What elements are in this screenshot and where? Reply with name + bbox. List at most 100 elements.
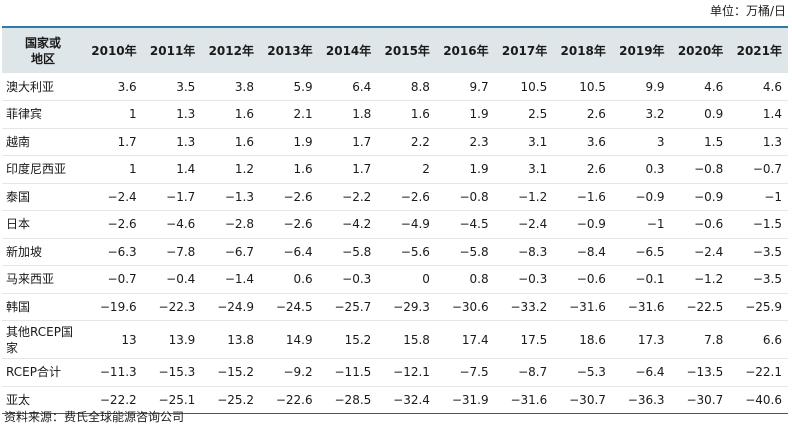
table-row: 印度尼西亚 1 1.4 1.2 1.6 1.7 2 1.9 3.1 2.6 0.3 −0.8 −0.7 bbox=[2, 155, 788, 184]
table-cell: −31.9 bbox=[435, 386, 495, 414]
table-cell: −8.7 bbox=[494, 358, 554, 387]
table-cell: −0.4 bbox=[142, 265, 202, 294]
table-cell: 1.9 bbox=[259, 128, 319, 156]
table-cell: 14.9 bbox=[259, 320, 319, 359]
table-cell: 3.6 bbox=[553, 128, 612, 156]
table-cell: −11.3 bbox=[84, 358, 143, 387]
table-cell: 17.4 bbox=[435, 320, 495, 359]
table-cell: −0.1 bbox=[611, 265, 671, 294]
table-cell: 3.6 bbox=[84, 73, 143, 101]
table-cell: −2.6 bbox=[377, 183, 436, 211]
row-name: 越南 bbox=[2, 128, 84, 156]
header-year: 2019年 bbox=[611, 26, 671, 73]
table-cell: −1.6 bbox=[553, 183, 612, 211]
table-body: 澳大利亚 3.6 3.5 3.8 5.9 6.4 8.8 9.7 10.5 10.5 9.9 4.6 4… bbox=[2, 73, 788, 414]
table-cell: −1.2 bbox=[494, 183, 554, 211]
header-year: 2021年 bbox=[729, 26, 788, 73]
table-cell: 9.9 bbox=[611, 73, 671, 101]
table-cell: 15.8 bbox=[377, 320, 436, 359]
table-cell: −6.5 bbox=[611, 238, 671, 266]
table-cell: −22.1 bbox=[729, 358, 788, 387]
table-cell: −1.4 bbox=[201, 265, 260, 294]
table-cell: −0.9 bbox=[553, 210, 612, 239]
table-cell: −30.7 bbox=[670, 386, 730, 414]
table-cell: −2.6 bbox=[84, 210, 143, 239]
table-cell: −0.6 bbox=[553, 265, 612, 294]
table-row: 韩国 −19.6 −22.3 −24.9 −24.5 −25.7 −29.3 −30.6 −33… bbox=[2, 293, 788, 321]
table-cell: −19.6 bbox=[84, 293, 143, 321]
table-cell: −25.7 bbox=[318, 293, 378, 321]
table-cell: 1.8 bbox=[318, 100, 378, 129]
table-cell: −4.5 bbox=[435, 210, 495, 239]
header-row: 国家或 地区 2010年 2011年 2012年 2013年 2014年 2015年 2016… bbox=[2, 26, 788, 73]
table-cell: −30.6 bbox=[435, 293, 495, 321]
table-cell: −13.5 bbox=[670, 358, 730, 387]
table-cell: −29.3 bbox=[377, 293, 436, 321]
table-cell: −6.7 bbox=[201, 238, 260, 266]
table-cell: 2.3 bbox=[435, 128, 495, 156]
table-cell: 1.9 bbox=[435, 100, 495, 129]
table-cell: −22.2 bbox=[84, 386, 143, 414]
table-cell: −25.1 bbox=[142, 386, 202, 414]
table-cell: 1.6 bbox=[201, 128, 260, 156]
table-cell: −25.9 bbox=[729, 293, 788, 321]
table-cell: 0.3 bbox=[611, 155, 671, 184]
table-cell: 10.5 bbox=[553, 73, 612, 101]
header-year: 2015年 bbox=[377, 26, 436, 73]
table-row: 越南 1.7 1.3 1.6 1.9 1.7 2.2 2.3 3.1 3.6 3 1.5 1.3 bbox=[2, 128, 788, 156]
table-cell: −24.9 bbox=[201, 293, 260, 321]
table-cell: 17.5 bbox=[494, 320, 554, 359]
table-cell: −6.4 bbox=[611, 358, 671, 387]
table-cell: −2.4 bbox=[84, 183, 143, 211]
table-cell: −1.5 bbox=[729, 210, 788, 239]
table-cell: 1.5 bbox=[670, 128, 730, 156]
table-cell: 6.4 bbox=[318, 73, 378, 101]
table-cell: 1.6 bbox=[259, 155, 319, 184]
table-cell: −4.2 bbox=[318, 210, 378, 239]
table-cell: 1.3 bbox=[142, 128, 202, 156]
table-cell: −5.8 bbox=[318, 238, 378, 266]
table-cell: −31.6 bbox=[553, 293, 612, 321]
header-year: 2014年 bbox=[318, 26, 378, 73]
table-cell: −33.2 bbox=[494, 293, 554, 321]
table-cell: −3.5 bbox=[729, 238, 788, 266]
table-cell: −12.1 bbox=[377, 358, 436, 387]
table-cell: 5.9 bbox=[259, 73, 319, 101]
table-cell: 10.5 bbox=[494, 73, 554, 101]
table-cell: −4.6 bbox=[142, 210, 202, 239]
table-cell: 1.4 bbox=[142, 155, 202, 184]
table-cell: 2.6 bbox=[553, 100, 612, 129]
table-row: RCEP合计 −11.3 −15.3 −15.2 −9.2 −11.5 −12.1 −7.5−… bbox=[2, 358, 788, 387]
table-cell: −1.2 bbox=[670, 265, 730, 294]
row-name: 泰国 bbox=[2, 183, 84, 211]
table-cell: −22.5 bbox=[670, 293, 730, 321]
table-row: 泰国 −2.4 −1.7 −1.3 −2.6 −2.2 −2.6 −0.8 −1.2 −1.6 −0… bbox=[2, 183, 788, 211]
table-cell: −0.8 bbox=[435, 183, 495, 211]
table-cell: −11.5 bbox=[318, 358, 378, 387]
table-cell: −2.2 bbox=[318, 183, 378, 211]
table-cell: 13.9 bbox=[142, 320, 202, 359]
table-cell: −8.3 bbox=[494, 238, 554, 266]
table-cell: 1.3 bbox=[729, 128, 788, 156]
table-cell: 17.3 bbox=[611, 320, 671, 359]
table-row: 菲律宾 1 1.3 1.6 2.1 1.8 1.6 1.9 2.5 2.6 3.2 0.9 1.4 bbox=[2, 100, 788, 129]
table-cell: −0.7 bbox=[84, 265, 143, 294]
table-cell: 3.1 bbox=[494, 128, 554, 156]
header-name: 国家或 地区 bbox=[2, 26, 84, 73]
header-year: 2020年 bbox=[670, 26, 730, 73]
row-name: 印度尼西亚 bbox=[2, 155, 84, 184]
table-cell: −2.4 bbox=[494, 210, 554, 239]
table-cell: 1 bbox=[84, 155, 143, 184]
table-cell: −0.9 bbox=[670, 183, 730, 211]
table-cell: −5.8 bbox=[435, 238, 495, 266]
table-cell: −28.5 bbox=[318, 386, 378, 414]
table-cell: −9.2 bbox=[259, 358, 319, 387]
table-cell: −0.6 bbox=[670, 210, 730, 239]
table-cell: −2.6 bbox=[259, 210, 319, 239]
table-cell: −25.2 bbox=[201, 386, 260, 414]
table-cell: 7.8 bbox=[670, 320, 730, 359]
table-cell: 2.6 bbox=[553, 155, 612, 184]
table-cell: −15.2 bbox=[201, 358, 260, 387]
row-name: 日本 bbox=[2, 210, 84, 239]
table-cell: −31.6 bbox=[611, 293, 671, 321]
